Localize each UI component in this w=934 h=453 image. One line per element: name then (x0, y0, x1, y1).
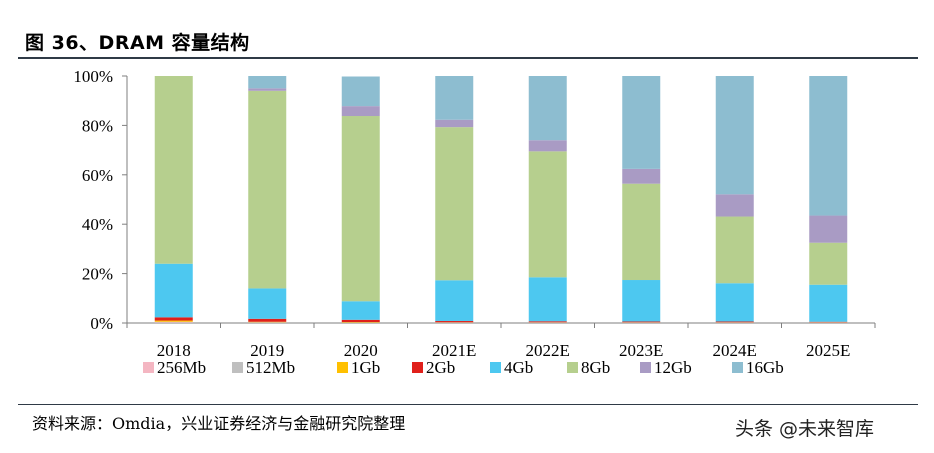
bar-segment-8gb-2020 (341, 116, 380, 302)
bar-segment-12gb-2020 (341, 106, 380, 117)
bar-segment-2gb-2023e (622, 321, 661, 323)
bar-segment-2gb-2019 (248, 318, 287, 322)
bar-segment-2gb-2024e (715, 321, 754, 323)
bar-segment-8gb-2025e (809, 242, 848, 285)
legend-swatch-4gb (490, 362, 501, 373)
bar-segment-16gb-2021e (435, 76, 474, 120)
bar-segment-4gb-2021e (435, 280, 474, 322)
x-tick-label: 2018 (157, 341, 191, 360)
bar-segment-8gb-2021e (435, 127, 474, 281)
source-divider (18, 404, 918, 405)
bar-segment-12gb-2025e (809, 215, 848, 243)
bar-segment-2gb-2021e (435, 321, 474, 323)
bar-segment-8gb-2019 (248, 90, 287, 289)
y-tick-label: 20% (82, 265, 113, 284)
legend-swatch-16gb (732, 362, 743, 373)
stacked-bar-chart: 0% 20% 40% 60% 80% 100% 2018 2019 2020 2021E 2022… (73, 67, 876, 377)
y-tick-label: 60% (82, 166, 113, 185)
title-divider (18, 57, 918, 59)
legend: 256Mb 512Mb 1Gb 2Gb 4Gb 8Gb 12Gb 16Gb (143, 358, 784, 377)
bar-segment-4gb-2023e (622, 280, 661, 322)
x-tick-label: 2021E (432, 341, 476, 360)
legend-label-12gb: 12Gb (654, 358, 692, 377)
legend-label-512mb: 512Mb (246, 358, 295, 377)
bar-segment-16gb-2022e (528, 76, 567, 141)
bar-segment-4gb-2025e (809, 284, 848, 322)
bar-segment-4gb-2024e (715, 283, 754, 322)
axis-layer: 0% 20% 40% 60% 80% 100% (73, 67, 876, 333)
bar-segment-4gb-2019 (248, 288, 287, 319)
bar-segment-8gb-2024e (715, 216, 754, 284)
bar-segment-2gb-2020 (341, 319, 380, 323)
legend-label-1gb: 1Gb (351, 358, 380, 377)
legend-label-2gb: 2Gb (426, 358, 455, 377)
bar-segment-4gb-2020 (341, 301, 380, 320)
x-tick-labels: 2018 2019 2020 2021E 2022E 2023E 2024E 2025E (157, 341, 851, 360)
figure-title: 图 36、DRAM 容量结构 (25, 32, 250, 54)
bar-segment-4gb-2018 (154, 263, 193, 318)
bar-segment-4gb-2022e (528, 277, 567, 322)
y-tick-label: 80% (82, 116, 113, 135)
bar-segment-16gb-2023e (622, 76, 661, 169)
bar-segment-16gb-2020 (341, 76, 380, 107)
bar-segment-8gb-2018 (154, 76, 193, 264)
bar-segment-2gb-2022e (528, 321, 567, 323)
bar-segment-12gb-2019 (248, 88, 287, 91)
x-tick-label: 2020 (344, 341, 378, 360)
bar-segment-512mb-2018 (154, 321, 193, 323)
legend-label-8gb: 8Gb (581, 358, 610, 377)
legend-swatch-2gb (412, 362, 423, 373)
legend-swatch-8gb (567, 362, 578, 373)
legend-label-4gb: 4Gb (504, 358, 533, 377)
y-tick-label: 100% (73, 67, 113, 86)
bar-segment-16gb-2019 (248, 76, 287, 89)
bar-segment-12gb-2023e (622, 168, 661, 184)
bar-segment-16gb-2025e (809, 76, 848, 216)
bar-segment-8gb-2022e (528, 151, 567, 278)
legend-label-256mb: 256Mb (157, 358, 206, 377)
bar-segment-16gb-2024e (715, 76, 754, 195)
legend-swatch-256mb (143, 362, 154, 373)
bar-segment-12gb-2021e (435, 119, 474, 128)
legend-swatch-12gb (640, 362, 651, 373)
bar-segment-12gb-2022e (528, 140, 567, 152)
legend-label-16gb: 16Gb (746, 358, 784, 377)
x-tick-label: 2025E (806, 341, 850, 360)
x-tick-label: 2023E (619, 341, 663, 360)
legend-swatch-1gb (337, 362, 348, 373)
x-tick-label: 2019 (250, 341, 284, 360)
watermark: 头条 @未来智库 (735, 418, 875, 440)
source-note: 资料来源：Omdia，兴业证券经济与金融研究院整理 (32, 414, 406, 433)
y-tick-label: 40% (82, 215, 113, 234)
y-tick-label: 0% (90, 314, 113, 333)
bar-segment-12gb-2024e (715, 194, 754, 217)
bar-segment-8gb-2023e (622, 183, 661, 281)
x-tick-label: 2022E (526, 341, 570, 360)
legend-swatch-512mb (232, 362, 243, 373)
bars-layer (154, 76, 848, 323)
bar-segment-2gb-2018 (154, 317, 193, 321)
x-tick-label: 2024E (713, 341, 757, 360)
bar-segment-1gb-2018 (154, 320, 193, 322)
